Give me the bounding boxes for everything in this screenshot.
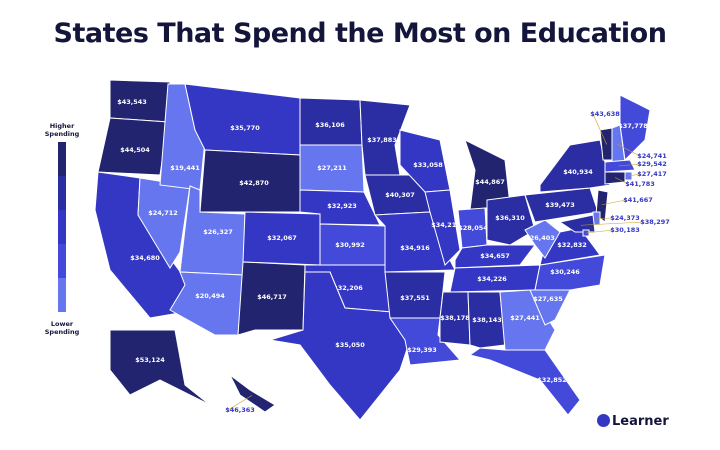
state-label: $27,417 (637, 170, 667, 178)
state (184, 83, 301, 156)
state-label: $19,441 (170, 164, 200, 172)
leader-line (618, 163, 641, 167)
legend-swatch (58, 278, 66, 312)
state-label: $43,638 (590, 110, 620, 118)
state-label: $36,310 (495, 214, 525, 222)
leader-line (628, 173, 641, 177)
state-label: $30,183 (610, 226, 640, 234)
leader-line (596, 217, 614, 219)
state-label: $35,050 (335, 341, 365, 349)
state-label: $34,226 (477, 275, 507, 283)
state-label: $32,852 (537, 376, 567, 384)
state-label: $30,992 (335, 241, 365, 249)
state-label: $42,870 (239, 179, 269, 187)
state-label: $46,363 (225, 406, 255, 414)
state-label: $40,307 (385, 191, 415, 199)
state-label: $43,543 (117, 98, 147, 106)
legend-swatch (58, 176, 66, 210)
state (439, 291, 471, 346)
state-label: $40,934 (563, 168, 593, 176)
state-label: $44,504 (120, 146, 150, 154)
state (619, 94, 651, 162)
state-label: $32,832 (557, 241, 587, 249)
state-label: $27,635 (533, 295, 563, 303)
state-label: $29,393 (407, 346, 437, 354)
leader-line (227, 395, 253, 411)
state-label: $37,551 (400, 294, 430, 302)
state-label: $41,667 (623, 196, 653, 204)
state-label: $24,741 (637, 152, 667, 160)
state-label: $32,923 (327, 202, 357, 210)
state-label: $32,206 (333, 284, 363, 292)
state-label: $26,327 (203, 228, 233, 236)
state-label: $44,867 (475, 178, 505, 186)
state (237, 261, 306, 336)
state (97, 117, 169, 176)
state-label: $24,712 (148, 209, 178, 217)
state (604, 171, 626, 185)
leader-line (614, 177, 629, 185)
leader-line (580, 221, 644, 226)
leader-line (601, 199, 627, 206)
state (539, 139, 611, 193)
state-label: $39,473 (545, 201, 575, 209)
state-label: $27,441 (510, 314, 540, 322)
state-label: $36,106 (315, 121, 345, 129)
leader-line (592, 113, 608, 145)
state (534, 254, 606, 291)
state-label: $34,680 (130, 254, 160, 262)
state (109, 329, 211, 406)
state-label: $37,778 (618, 122, 648, 130)
state-label: $30,246 (550, 268, 580, 276)
state (524, 219, 561, 259)
state-label: $46,717 (257, 293, 287, 301)
state-label: $37,883 (367, 136, 397, 144)
state (486, 194, 536, 246)
state-label: $24,373 (610, 214, 640, 222)
legend-swatch (58, 142, 66, 176)
state (229, 374, 276, 413)
state-label: $28,054 (458, 224, 488, 232)
state-label: $27,211 (317, 164, 347, 172)
title: States That Spend the Most on Education (53, 18, 667, 49)
legend-high: Higher Spending (44, 122, 80, 138)
state (467, 291, 506, 349)
leader-line (617, 143, 641, 157)
state (468, 347, 581, 416)
state-label: $32,067 (267, 234, 297, 242)
state-label: $26,403 (525, 234, 555, 242)
legend-swatch (58, 244, 66, 278)
state-label: $33,058 (413, 161, 443, 169)
brand-logo (597, 414, 610, 427)
state-label: $53,124 (135, 356, 165, 364)
state (499, 289, 556, 351)
state-label: $34,657 (480, 252, 510, 260)
state (424, 189, 461, 266)
state (269, 271, 411, 421)
state-label: $34,216 (431, 221, 461, 229)
state-label: $34,916 (400, 244, 430, 252)
brand: Learner (612, 414, 669, 429)
legend-swatch (58, 210, 66, 244)
state-label: $38,297 (640, 218, 670, 226)
state-label: $35,770 (230, 124, 260, 132)
state-label: $20,494 (195, 292, 225, 300)
state-label: $38,178 (440, 314, 470, 322)
state-label: $41,783 (625, 180, 655, 188)
legend-low: Lower Spending (44, 320, 80, 336)
state-label: $29,542 (637, 160, 667, 168)
leader-line (585, 229, 614, 234)
state-label: $38,143 (472, 316, 502, 324)
